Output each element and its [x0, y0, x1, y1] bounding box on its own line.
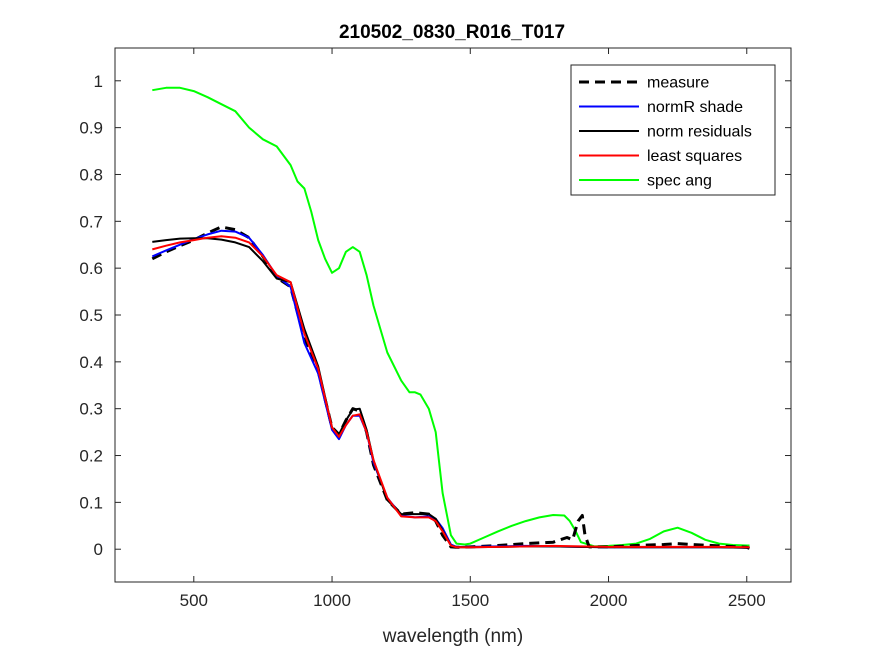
- y-tick-label: 0.2: [79, 447, 103, 466]
- y-tick-label: 0: [94, 540, 103, 559]
- y-tick-label: 0.5: [79, 306, 103, 325]
- x-tick-label: 500: [180, 591, 208, 610]
- y-tick-label: 1: [94, 72, 103, 91]
- legend-entry: normR shade: [647, 99, 743, 116]
- y-tick-label: 0.8: [79, 165, 103, 184]
- y-tick-label: 0.9: [79, 119, 103, 138]
- ticks-group: 500 1000 1500 2000 2500 0 0.1 0.2 0.3 0.4 0.5 0.6 0.…: [79, 48, 791, 610]
- x-tick-label: 1000: [313, 591, 351, 610]
- legend-entry: spec ang: [647, 173, 712, 190]
- y-tick-label: 0.7: [79, 212, 103, 231]
- y-tick-label: 0.4: [79, 353, 103, 372]
- x-axis-label: wavelength (nm): [382, 626, 523, 647]
- legend-entry: norm residuals: [647, 124, 752, 141]
- legend-entry: measure: [647, 75, 709, 92]
- legend-entry: least squares: [647, 148, 742, 165]
- legend: measure normR shade norm residuals least sq…: [570, 64, 776, 196]
- series-line-spec-ang: [152, 86, 750, 548]
- y-tick-label: 0.3: [79, 400, 103, 419]
- y-tick-label: 0.1: [79, 493, 103, 512]
- chart-title: 210502_0830_R016_T017: [339, 22, 565, 43]
- x-tick-label: 2000: [590, 591, 628, 610]
- series-group: [151, 86, 751, 550]
- x-tick-label: 1500: [451, 591, 489, 610]
- series-line-least-squares: [152, 235, 750, 549]
- x-tick-label: 2500: [728, 591, 766, 610]
- y-tick-label: 0.6: [79, 259, 103, 278]
